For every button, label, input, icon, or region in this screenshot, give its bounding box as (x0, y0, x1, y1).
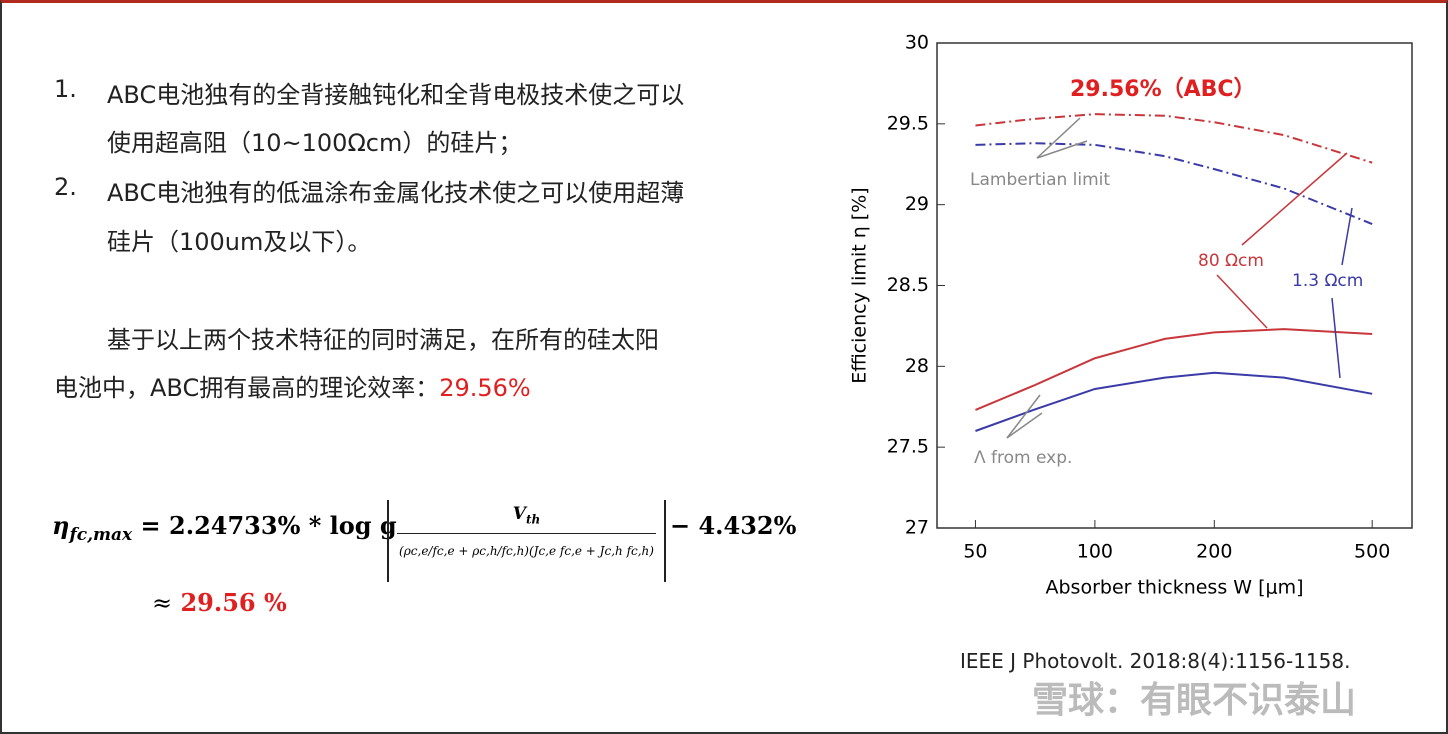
y-tick-label: 29.5 (887, 112, 929, 134)
formula-lhs: η (52, 511, 70, 540)
series-line (975, 328, 1373, 411)
watermark: 雪球：有眼不识泰山 (1032, 680, 1357, 721)
series-line (975, 371, 1373, 432)
x-tick-label: 200 (1196, 541, 1232, 563)
fraction-bar (397, 533, 656, 534)
annotation: 1.3 Ωcm (1292, 271, 1363, 291)
annotation: 29.56%（ABC） (1070, 77, 1256, 102)
y-tick-label: 28.5 (887, 274, 929, 296)
x-tick-label: 50 (963, 541, 987, 563)
formula-lhs-sub: fc,max (69, 524, 133, 545)
x-axis-label: Absorber thickness W [μm] (1045, 577, 1303, 599)
y-tick-label: 28 (905, 355, 929, 377)
paragraph-highlight: 29.56% (439, 374, 531, 402)
y-tick-label: 30 (905, 32, 929, 54)
paragraph-text: 电池中，ABC拥有最高的理论效率： (54, 374, 440, 402)
annotation: Lambertian limit (970, 170, 1110, 190)
chart: 27 27.5 28 28.5 29 29.5 30 50 100 200 500 Absorber … (849, 32, 1413, 599)
leader-line (1006, 394, 1043, 439)
item-line: 硅片（100um及以下）。 (107, 228, 372, 256)
item-line: ABC电池独有的低温涂布金属化技术使之可以使用超薄 (107, 179, 685, 207)
leader-line (1331, 297, 1341, 379)
formula: ηfc,max = 2.24733% * log g (52, 511, 397, 545)
leader-line (1036, 117, 1088, 159)
y-tick-label: 27 (905, 517, 929, 539)
citation: IEEE J Photovolt. 2018:8(4):1156-1158. (960, 649, 1351, 673)
formula-denominator: (ρc,e/fc,e + ρc,h/fc,h)(Jc,e fc,e + Jc,h… (399, 544, 654, 558)
y-tick-label: 29 (905, 193, 929, 215)
x-tick-label: 100 (1077, 541, 1113, 563)
x-tick-label: 500 (1354, 541, 1390, 563)
series-line (975, 113, 1373, 164)
annotation: Λ from exp. (974, 448, 1072, 468)
paragraph-line: 基于以上两个技术特征的同时满足，在所有的硅太阳 (107, 326, 659, 354)
formula-bracket: Vth (ρc,e/fc,e + ρc,h/fc,h)(Jc,e fc,e + … (387, 500, 666, 582)
leader-line (1241, 152, 1348, 246)
result: 29.56 % (180, 588, 287, 617)
y-tick-label: 27.5 (887, 436, 929, 458)
formula-numerator: Vth (389, 504, 664, 526)
y-axis-label: Efficiency limit η [%] (849, 187, 871, 383)
leader-line (1341, 207, 1353, 266)
item-marker: 2. (54, 173, 77, 201)
numerator: V (512, 504, 526, 524)
paragraph-line: 电池中，ABC拥有最高的理论效率：29.56% (54, 368, 531, 403)
annotation: 80 Ωcm (1198, 251, 1264, 271)
formula-equals: = 2.24733% * log g (140, 511, 397, 540)
item-marker: 1. (54, 75, 77, 103)
formula-tail: − 4.432% (670, 511, 797, 540)
item-line: 使用超高阻（10~100Ωcm）的硅片； (107, 129, 523, 157)
item-line: ABC电池独有的全背接触钝化和全背电极技术使之可以 (107, 81, 685, 109)
approx: ≈ (152, 589, 173, 617)
formula-approx-line: ≈ 29.56 % (152, 588, 287, 617)
numerator-sub: th (525, 512, 541, 527)
leader-line (1216, 274, 1268, 329)
